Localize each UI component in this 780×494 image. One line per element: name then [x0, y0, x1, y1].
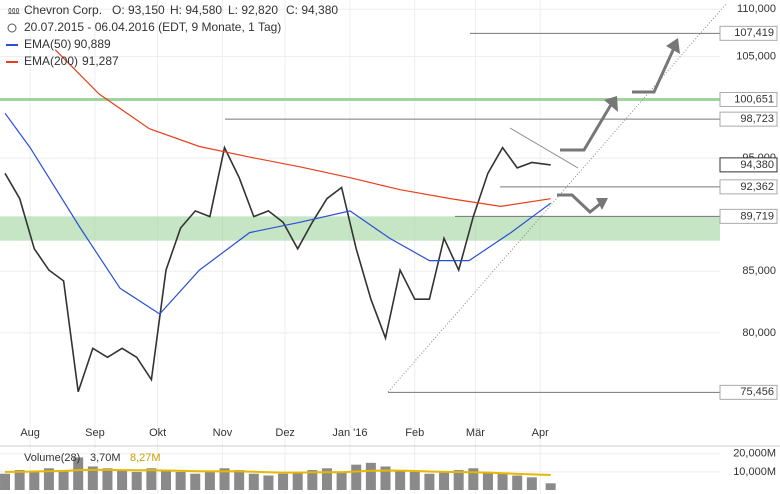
volume-bar — [380, 466, 391, 490]
volume-bar — [365, 462, 376, 490]
y-tick-label: 105,000 — [736, 50, 776, 62]
level-box — [719, 25, 778, 41]
x-tick-label: Dez — [275, 427, 295, 439]
support-zone — [0, 216, 720, 241]
x-tick-label: Okt — [149, 427, 166, 439]
arrow-head — [596, 198, 608, 210]
legend-label: EMA(200) — [24, 54, 78, 68]
volume-bar — [545, 483, 556, 490]
ema-line — [4, 112, 552, 315]
level-label: 107,419 — [734, 27, 774, 39]
volume-bar — [439, 471, 450, 490]
level-label: 92,362 — [740, 181, 774, 193]
resistance-line — [509, 127, 579, 169]
x-tick-label: Sep — [85, 427, 105, 439]
volume-bar — [0, 473, 11, 490]
price-line — [4, 145, 551, 393]
volume-bar — [409, 471, 420, 490]
volume-bar — [497, 473, 508, 490]
volume-bar — [43, 468, 54, 490]
volume-bar — [321, 468, 332, 490]
level-box — [719, 91, 778, 107]
level-box — [719, 157, 778, 173]
level-box — [719, 111, 778, 127]
volume-bar — [278, 473, 289, 490]
volume-bar — [263, 475, 274, 490]
volume-bar — [102, 468, 113, 490]
level-label: 89,719 — [740, 210, 774, 222]
volume-label: Volume(28) — [24, 452, 80, 464]
volume-bar — [336, 471, 347, 490]
level-label: 98,723 — [740, 113, 774, 125]
icon: ⅏ — [7, 5, 20, 17]
volume-bar — [526, 477, 537, 490]
volume-bar — [175, 471, 186, 490]
x-tick-label: Apr — [532, 427, 549, 439]
volume-bar — [512, 475, 523, 490]
volume-bar — [73, 457, 84, 490]
ema-line — [54, 49, 551, 208]
volume-bar — [29, 471, 40, 490]
volume-bar — [395, 470, 406, 490]
volume-bar — [482, 471, 493, 490]
ohlc: L: 92,820 — [228, 3, 278, 17]
ohlc: O: 93,150 — [112, 3, 165, 17]
ohlc: C: 94,380 — [286, 3, 338, 17]
arrow-head — [604, 96, 618, 112]
volume-tick-label: 20,000M — [733, 448, 776, 460]
header: ⅏ Chevron Corp. O: 93,150 H: 94,580 L: 9… — [6, 3, 338, 68]
title: Chevron Corp. — [24, 3, 102, 17]
volume-bar — [219, 468, 230, 490]
ohlc: H: 94,580 — [170, 3, 222, 17]
volume-bar — [117, 470, 128, 490]
arrow — [557, 193, 601, 214]
x-tick-label: Nov — [213, 427, 233, 439]
x-tick-label: Mär — [466, 427, 485, 439]
volume-header: Volume(28) 3,70M 8,27M — [24, 452, 161, 464]
volume-value: 3,70M — [90, 452, 121, 464]
volume-bar — [307, 470, 318, 490]
subtitle: 20.07.2015 - 06.04.2016 (EDT, 9 Monate, … — [24, 20, 281, 34]
level-label: 75,456 — [740, 386, 774, 398]
volume-bar — [453, 470, 464, 490]
volume-bar — [58, 470, 69, 490]
x-tick-label: Aug — [20, 427, 40, 439]
x-tick-label: Jan '16 — [332, 427, 367, 439]
arrow — [632, 47, 676, 94]
volume-bar — [146, 468, 157, 490]
level-box — [719, 179, 778, 195]
legend-label: EMA(50) — [24, 37, 71, 51]
volume-bar — [234, 470, 245, 490]
volume-bar — [204, 471, 215, 490]
volume-bar — [351, 464, 362, 490]
legend-value: 91,287 — [82, 54, 119, 68]
level-label: 94,380 — [740, 159, 774, 171]
level-label: 100,651 — [734, 93, 774, 105]
volume-bar — [424, 473, 435, 490]
y-tick-label: 110,000 — [737, 3, 776, 15]
volume-tick-label: 10,000M — [733, 466, 776, 478]
volume-bar — [248, 473, 259, 490]
arrow-head — [666, 38, 680, 54]
volume-bar — [160, 470, 171, 490]
volume-average — [5, 468, 551, 476]
clock-icon — [7, 23, 17, 33]
legend-value: 90,889 — [74, 37, 111, 51]
volume-average-value: 8,27M — [130, 452, 161, 464]
volume-bar — [87, 466, 98, 490]
level-box — [719, 208, 778, 224]
volume-bar — [468, 468, 479, 490]
arrow — [560, 102, 614, 152]
volume-bar — [131, 471, 142, 490]
volume-bar — [292, 471, 303, 490]
volume-bar — [14, 470, 25, 490]
y-tick-label: 80,000 — [742, 327, 776, 339]
volume-bar — [190, 473, 201, 490]
x-tick-label: Feb — [405, 427, 424, 439]
y-tick-label: 85,000 — [742, 265, 776, 277]
level-box — [719, 384, 778, 400]
